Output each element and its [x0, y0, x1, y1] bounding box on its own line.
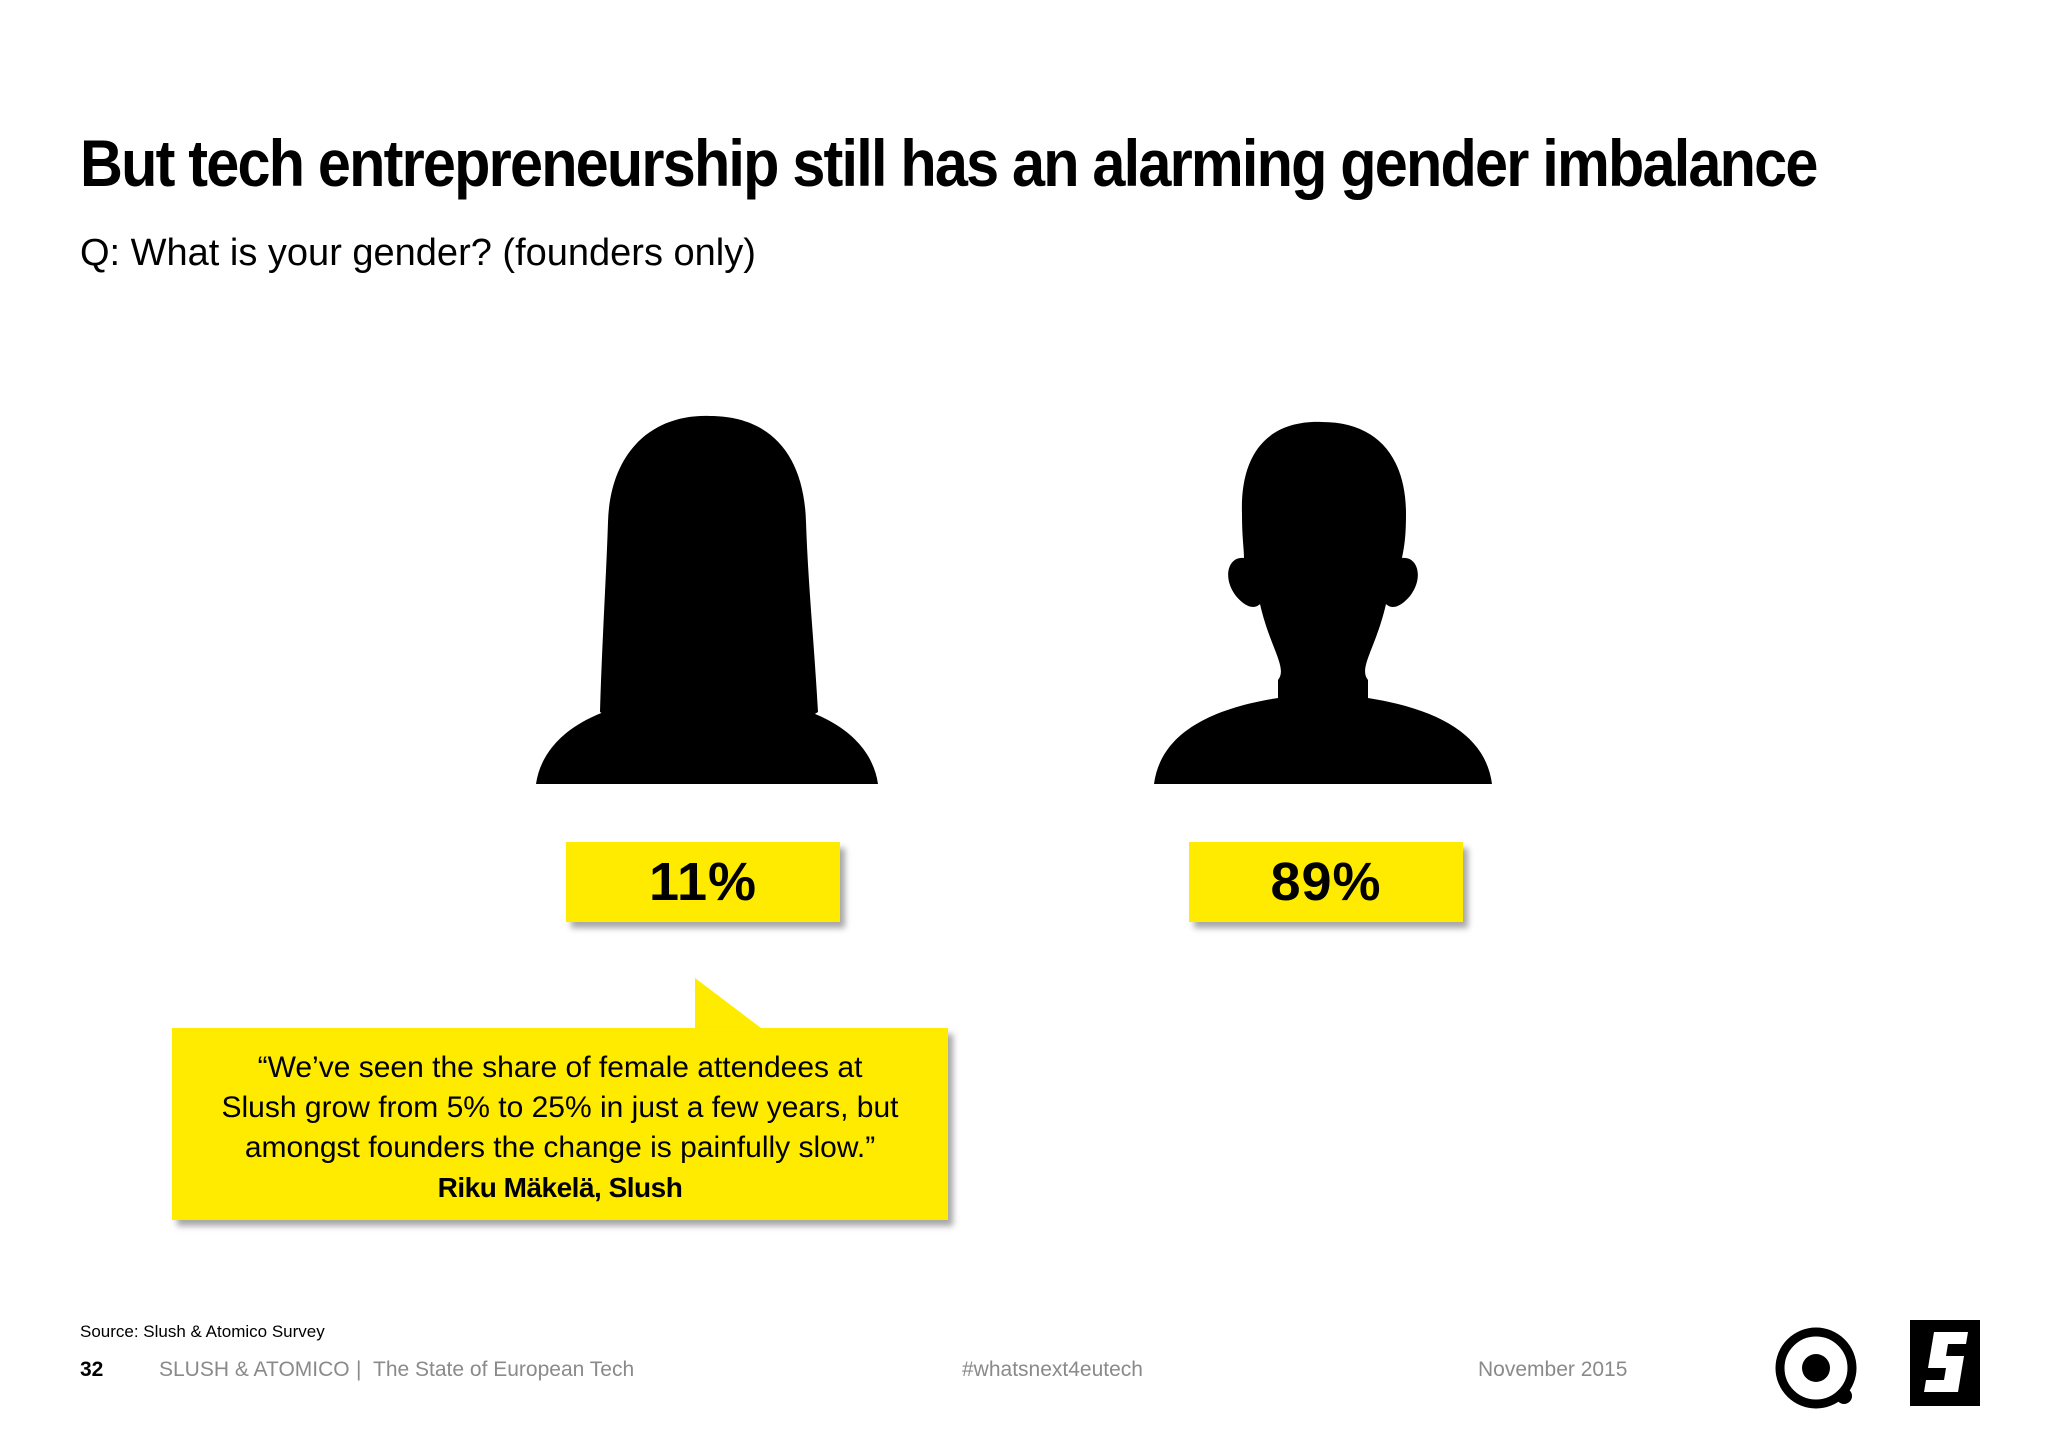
- footer-publication: The State of European Tech: [373, 1358, 635, 1381]
- speech-bubble-tail: [695, 978, 769, 1034]
- footer-date: November 2015: [1478, 1358, 1628, 1381]
- source-note: Source: Slush & Atomico Survey: [80, 1322, 325, 1341]
- page-title: But tech entrepreneurship still has an a…: [80, 126, 1818, 200]
- male-silhouette-icon: [1154, 421, 1492, 784]
- footer-separator: |: [356, 1358, 362, 1381]
- page-number: 32: [80, 1358, 104, 1381]
- quote-line: amongst founders the change is painfully…: [244, 1131, 876, 1164]
- slush-logo-icon: [1910, 1320, 1980, 1406]
- female-percentage-badge: 11%: [566, 842, 840, 922]
- atomico-logo-icon: [1775, 1327, 1857, 1409]
- quote-author: Riku Mäkelä, Slush: [437, 1172, 683, 1203]
- male-percentage-label: 89%: [1270, 852, 1382, 912]
- footer-hashtag: #whatsnext4eutech: [962, 1358, 1143, 1381]
- quote-line: “We’ve seen the share of female attendee…: [257, 1051, 863, 1084]
- female-silhouette-icon: [536, 415, 878, 784]
- footer-brand: SLUSH & ATOMICO: [159, 1358, 350, 1381]
- page-subtitle: Q: What is your gender? (founders only): [80, 232, 756, 274]
- male-percentage-badge: 89%: [1189, 842, 1463, 922]
- quote-bubble: “We’ve seen the share of female attendee…: [172, 1028, 948, 1220]
- female-percentage-label: 11%: [648, 852, 758, 912]
- quote-line: Slush grow from 5% to 25% in just a few …: [221, 1091, 899, 1124]
